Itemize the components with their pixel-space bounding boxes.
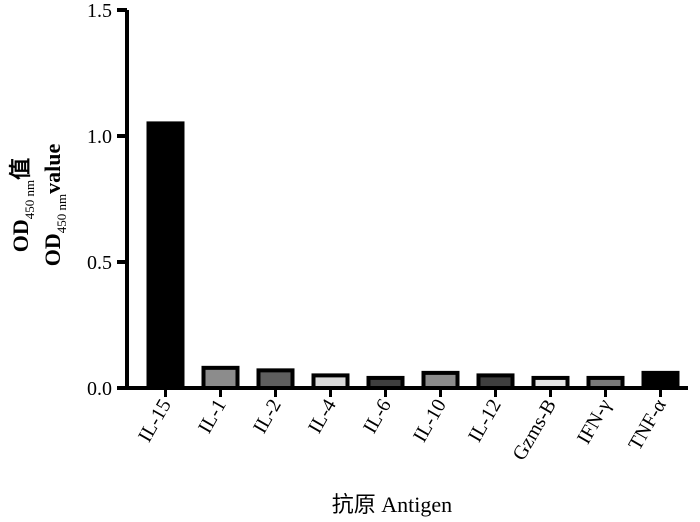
bar-il-12 — [476, 373, 515, 390]
bar-tnf- — [641, 370, 680, 391]
x-tick-label: IL-10 — [409, 396, 451, 446]
y-tick-label: 0.0 — [87, 378, 112, 400]
y-axis-label: OD450 nm值 — [8, 158, 37, 252]
x-tick-label: IL-12 — [464, 396, 506, 446]
y-tick-label: 1.5 — [87, 0, 112, 22]
x-tick-label: IFN-γ — [573, 395, 616, 447]
y-tick-label: 0.5 — [87, 252, 112, 274]
bar-il-10 — [421, 370, 460, 391]
y-axis-label-2: OD450 nmvalue — [40, 144, 69, 267]
bar-il-4 — [311, 373, 350, 390]
bar-il-1 — [201, 365, 240, 390]
bars-group — [146, 121, 680, 391]
x-tick-label: TNF-α — [624, 395, 671, 454]
bar-il-2 — [256, 368, 295, 390]
bar-il-15 — [146, 121, 185, 391]
x-axis-tick-labels: IL-15 IL-1 IL-2 IL-4 IL-6 IL-10 IL-12 Gzms-B IFN… — [134, 388, 671, 464]
bar-gzms-b — [531, 375, 570, 391]
x-tick-label: IL-2 — [249, 396, 286, 438]
x-tick-label: Gzms-B — [508, 396, 560, 465]
bar-il-6 — [366, 375, 405, 391]
x-tick-label: IL-1 — [194, 396, 231, 438]
bar-ifn- — [586, 375, 625, 391]
y-axis-ticks: 0.0 0.5 1.0 1.5 — [87, 0, 127, 400]
y-axis-label-line2: OD450 nmvalue — [40, 144, 69, 267]
x-tick-label: IL-4 — [304, 396, 341, 438]
y-tick-label: 1.0 — [87, 126, 112, 148]
y-axis-label-line1: OD450 nm值 — [8, 158, 37, 252]
x-tick-label: IL-15 — [134, 396, 176, 446]
x-axis-title: 抗原 Antigen — [332, 492, 452, 517]
x-tick-label: IL-6 — [359, 396, 396, 438]
